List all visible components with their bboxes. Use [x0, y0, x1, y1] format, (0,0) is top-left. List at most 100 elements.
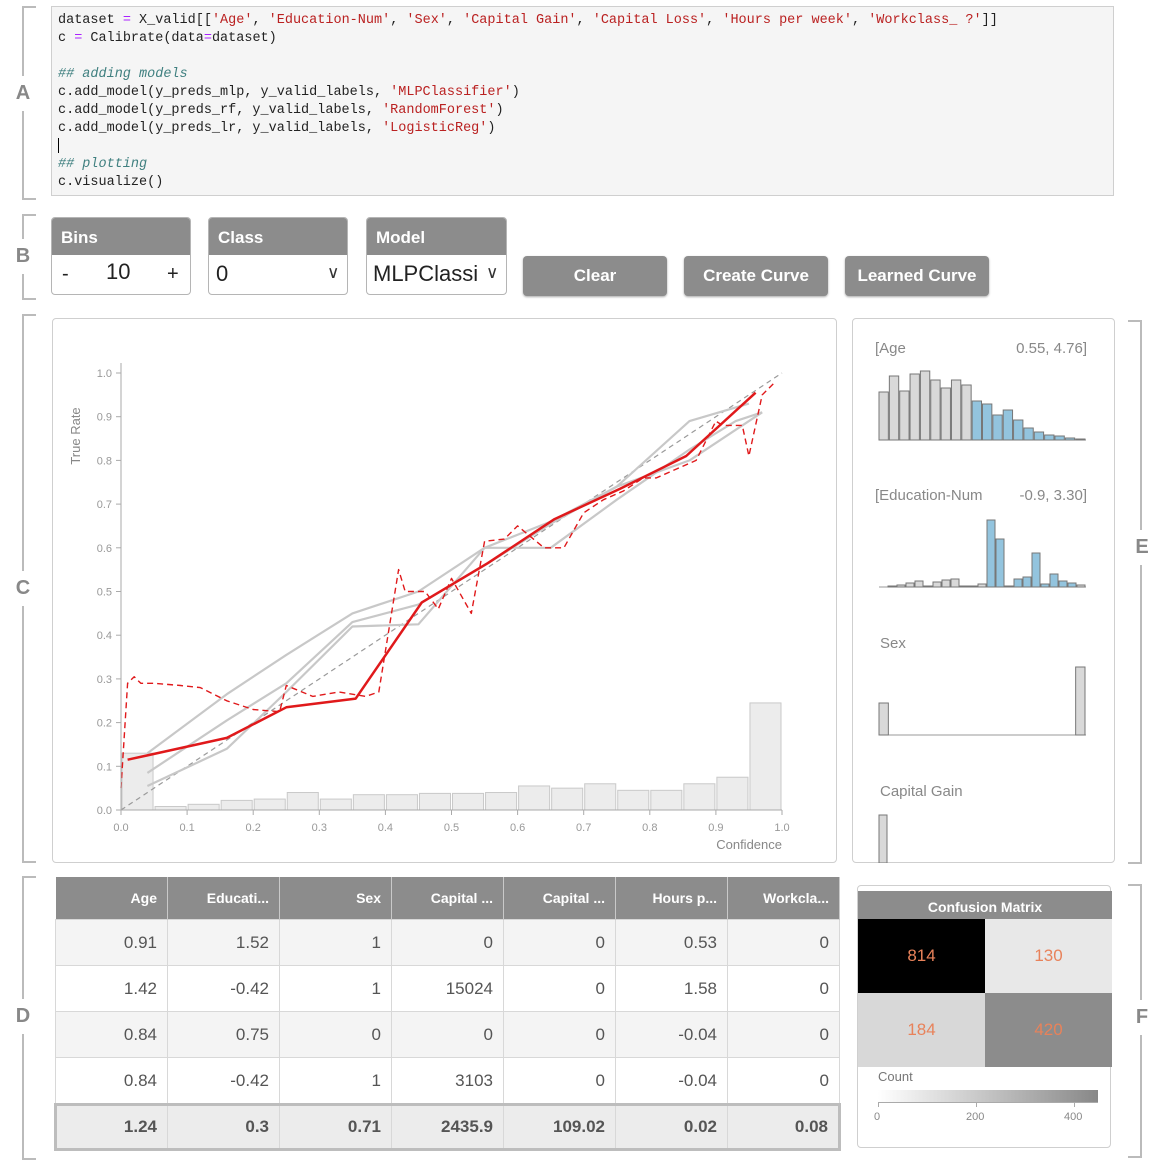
histogram-bar	[617, 789, 650, 811]
code-line-blank	[58, 48, 1107, 66]
legend-tick-label: 200	[966, 1111, 985, 1123]
table-cell: 0	[727, 1011, 840, 1058]
confusion-matrix-panel: Confusion Matrix 814 130 184 420 Count 0…	[857, 885, 1112, 1148]
x-tick-label: 0.2	[246, 822, 261, 834]
x-tick-label: 0.9	[708, 822, 723, 834]
feature-histogram-bar	[940, 387, 951, 441]
feature-histogram-bar	[1002, 409, 1014, 441]
y-tick-label: 0.0	[97, 805, 112, 817]
model-select[interactable]: Model MLPClassi ∨	[366, 217, 507, 295]
feature-histogram-bar	[968, 585, 978, 588]
feature-histogram-bar	[1049, 573, 1059, 588]
histogram-bar	[286, 792, 319, 811]
column-header-workclass[interactable]: Workcla...	[727, 877, 840, 920]
feature-histogram-bar	[878, 814, 888, 863]
confusion-cell-fp[interactable]: 130	[985, 919, 1112, 993]
count-legend-label: Count	[878, 1069, 913, 1084]
bins-value[interactable]: 10	[106, 259, 131, 284]
bins-increment-button[interactable]: +	[167, 263, 179, 285]
summary-cell: 0.08	[727, 1103, 841, 1151]
feature-histogram-bar	[1013, 578, 1023, 588]
feature-histogram-bar	[899, 390, 910, 441]
table-cell: 0	[503, 965, 616, 1012]
feature-histogram-bar	[950, 379, 962, 441]
feature-histogram-bar	[1022, 576, 1032, 588]
confusion-cell-fn[interactable]: 184	[858, 993, 985, 1067]
clear-button[interactable]: Clear	[523, 256, 667, 296]
feature-histogram-bar	[959, 585, 969, 588]
bins-label: Bins	[52, 218, 190, 255]
table-cell: 0	[391, 1011, 504, 1058]
chevron-down-icon[interactable]: ∨	[327, 263, 340, 282]
count-legend-axis	[878, 1102, 1098, 1103]
table-cell: -0.42	[167, 965, 280, 1012]
feature-histograms[interactable]: [Age 0.55, 4.76] [Education-Num -0.9, 3.…	[852, 318, 1115, 863]
table-cell: 0.53	[615, 919, 728, 966]
feature-histogram-bar	[878, 391, 889, 441]
x-tick-label: 1.0	[774, 822, 789, 834]
table-cell: 1.58	[615, 965, 728, 1012]
calibration-chart[interactable]: 0.0 0.1 0.2 0.3 0.4 0.5 0.6 0.7 0.8 0.9 1.0 0.0 0.1 0…	[52, 318, 837, 863]
feature-histogram-bar	[896, 584, 906, 588]
series-line	[120, 372, 783, 811]
table-row[interactable]: 0.84 -0.42 1 3103 0 -0.04 0	[55, 1057, 840, 1105]
column-header-education[interactable]: Educati...	[167, 877, 280, 920]
column-header-capital-loss[interactable]: Capital ...	[503, 877, 616, 920]
class-select[interactable]: Class 0 ∨	[208, 217, 348, 295]
chart-y-axis-label: True Rate	[68, 407, 83, 464]
column-header-hours[interactable]: Hours p...	[615, 877, 728, 920]
histogram-bar	[452, 792, 485, 811]
feature-histogram-bar	[971, 400, 983, 441]
code-line-add-rf: c.add_model(y_preds_rf, y_valid_labels, …	[58, 103, 504, 118]
legend-tick-label: 0	[874, 1111, 881, 1123]
code-line-2: c = Calibrate(data=dataset)	[58, 31, 277, 46]
chevron-down-icon[interactable]: ∨	[486, 263, 499, 282]
y-tick-label: 0.1	[97, 761, 112, 773]
histogram-bar	[220, 799, 253, 811]
legend-tick	[976, 1102, 977, 1107]
feature-histogram-bar	[887, 585, 897, 588]
feature-histogram-bar	[1075, 666, 1086, 736]
series-line	[120, 381, 776, 789]
learned-curve-button[interactable]: Learned Curve	[845, 256, 989, 296]
class-label: Class	[209, 218, 347, 255]
y-tick-label: 0.9	[97, 412, 112, 424]
calibration-chart-panel	[52, 318, 837, 863]
y-tick-label: 1.0	[97, 368, 112, 380]
code-cell[interactable]: dataset = X_valid[['Age', 'Education-Num…	[51, 6, 1114, 196]
histogram-bar	[485, 792, 518, 811]
table-summary-row: 1.24 0.3 0.71 2435.9 109.02 0.02 0.08	[54, 1103, 841, 1151]
create-curve-button[interactable]: Create Curve	[684, 256, 828, 296]
column-header-capital-gain[interactable]: Capital ...	[391, 877, 504, 920]
histogram-bar	[683, 783, 716, 811]
table-cell: 0.91	[55, 919, 168, 966]
confusion-cell-tp[interactable]: 420	[985, 993, 1112, 1067]
table-row[interactable]: 0.91 1.52 1 0 0 0.53 0	[55, 919, 840, 966]
feature-histogram-bar	[961, 384, 972, 441]
section-label-e: E	[1132, 530, 1152, 565]
table-cell: -0.42	[167, 1057, 280, 1105]
histogram-bar	[121, 752, 154, 811]
summary-cell: 109.02	[503, 1103, 616, 1151]
table-header-row: Age Educati... Sex Capital ... Capital .…	[55, 877, 840, 920]
feature-histogram-bar	[909, 373, 920, 441]
table-cell: 1	[279, 965, 392, 1012]
bins-control: Bins - 10 +	[51, 217, 191, 295]
histogram-bar	[319, 798, 352, 811]
column-header-age[interactable]: Age	[55, 877, 168, 920]
bins-decrement-button[interactable]: -	[62, 263, 69, 285]
confusion-cell-tn[interactable]: 814	[858, 919, 985, 993]
column-header-sex[interactable]: Sex	[279, 877, 392, 920]
feature-histogram-bar	[995, 538, 1005, 588]
table-row[interactable]: 0.84 0.75 0 0 0 -0.04 0	[55, 1011, 840, 1058]
code-line-add-mlp: c.add_model(y_preds_mlp, y_valid_labels,…	[58, 85, 520, 100]
feature-histogram-bar	[1075, 438, 1086, 441]
y-tick-label: 0.3	[97, 674, 112, 686]
y-tick-label: 0.7	[97, 499, 112, 511]
feature-histogram-bar	[1033, 431, 1045, 441]
table-row[interactable]: 1.42 -0.42 1 15024 0 1.58 0	[55, 965, 840, 1012]
table-cell: 0	[503, 1011, 616, 1058]
code-line-cursor	[58, 138, 1107, 156]
table-cell: 0	[503, 1057, 616, 1105]
section-label-b: B	[13, 239, 33, 274]
